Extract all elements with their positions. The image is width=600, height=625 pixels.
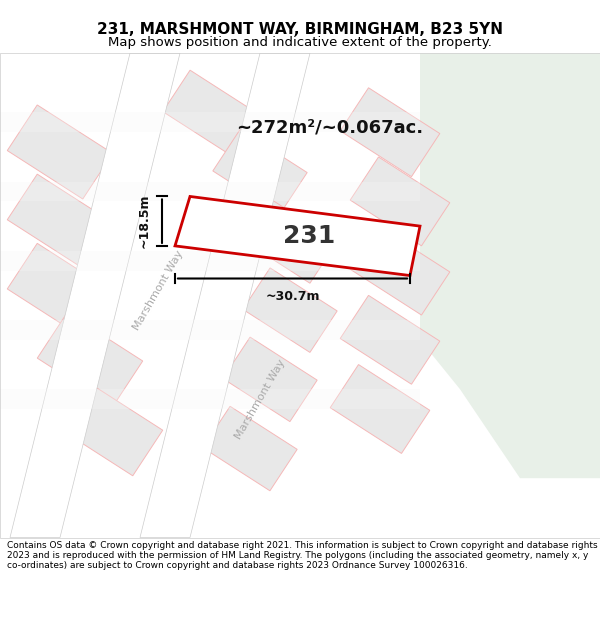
Text: Map shows position and indicative extent of the property.: Map shows position and indicative extent…	[108, 36, 492, 49]
Polygon shape	[140, 53, 310, 538]
Polygon shape	[0, 112, 420, 132]
Polygon shape	[330, 364, 430, 453]
Polygon shape	[163, 70, 257, 155]
Polygon shape	[7, 105, 113, 199]
Polygon shape	[203, 406, 297, 491]
Text: 231, MARSHMONT WAY, BIRMINGHAM, B23 5YN: 231, MARSHMONT WAY, BIRMINGHAM, B23 5YN	[97, 22, 503, 37]
Text: ~272m²/~0.067ac.: ~272m²/~0.067ac.	[236, 118, 424, 136]
Polygon shape	[350, 157, 450, 246]
Polygon shape	[0, 251, 420, 271]
Text: Marshmont Way: Marshmont Way	[131, 249, 185, 332]
Polygon shape	[340, 296, 440, 384]
Polygon shape	[175, 196, 420, 276]
Polygon shape	[7, 243, 113, 338]
Text: ~18.5m: ~18.5m	[137, 194, 151, 248]
Polygon shape	[7, 174, 113, 268]
Polygon shape	[0, 320, 420, 340]
Polygon shape	[340, 88, 440, 177]
Text: Contains OS data © Crown copyright and database right 2021. This information is : Contains OS data © Crown copyright and d…	[7, 541, 598, 571]
Polygon shape	[223, 337, 317, 422]
Polygon shape	[420, 53, 600, 478]
Text: ~30.7m: ~30.7m	[265, 290, 320, 302]
Polygon shape	[10, 53, 180, 538]
Polygon shape	[37, 312, 143, 407]
Polygon shape	[213, 129, 307, 214]
Text: 231: 231	[283, 224, 335, 248]
Polygon shape	[350, 226, 450, 315]
Text: Marshmont Way: Marshmont Way	[233, 357, 287, 441]
Polygon shape	[243, 199, 337, 283]
Polygon shape	[0, 182, 420, 201]
Polygon shape	[0, 389, 420, 409]
Polygon shape	[243, 268, 337, 352]
Polygon shape	[57, 382, 163, 476]
